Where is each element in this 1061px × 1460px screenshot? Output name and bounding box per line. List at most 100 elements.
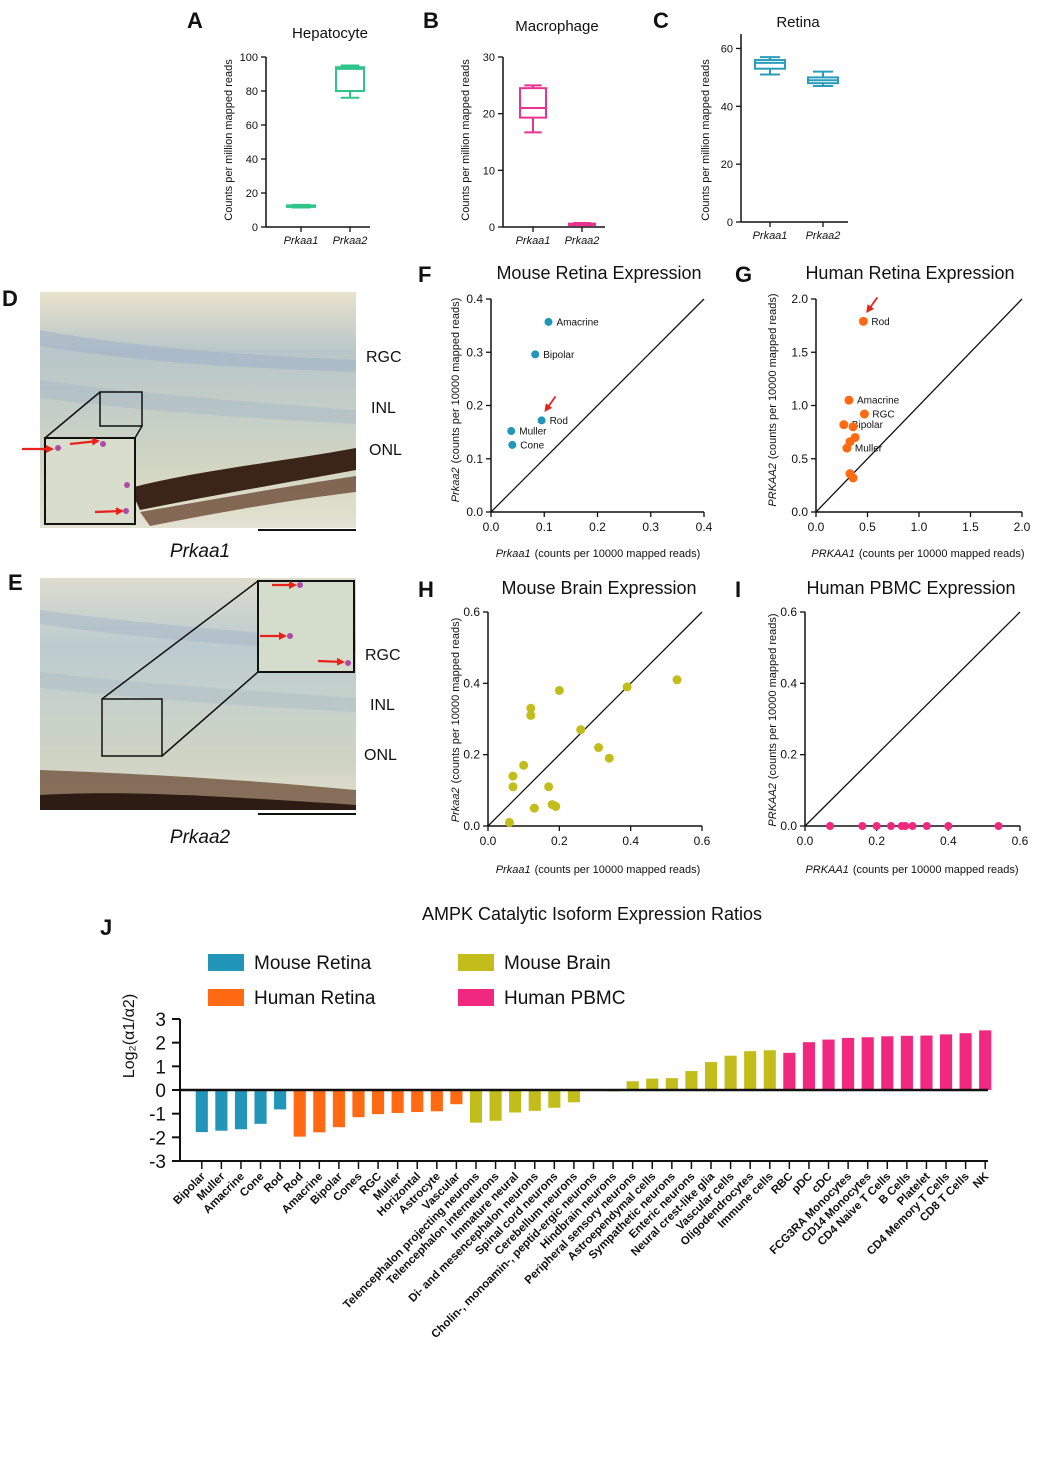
point-label: Bipolar [852, 420, 884, 431]
box-plot-marks-B: 0 10 20 30 Prkaa1 Prkaa2 [483, 52, 605, 247]
layer-band-rgc [40, 330, 356, 372]
data-point [944, 822, 953, 830]
y-tick-label: 0.0 [463, 819, 480, 833]
data-point [508, 771, 518, 781]
y-tick-label: 0.4 [466, 292, 483, 306]
y-tick-label: 0 [727, 217, 733, 229]
y-tick-label: 0.0 [780, 819, 797, 833]
chart-title-j: AMPK Catalytic Isoform Expression Ratios [422, 904, 762, 924]
red-arrow [544, 395, 557, 413]
box-plot-hepatocyte: Hepatocyte Counts per million mapped rea… [223, 25, 368, 221]
y-tick-label: 0.1 [466, 452, 483, 466]
data-point [554, 685, 564, 695]
identity-line [490, 298, 705, 513]
bar [783, 1052, 796, 1090]
scatter-marks-F: 0.00.0 0.1 0.1 0.2 0.2 0.3 0.3 0.4 0.4 Amacrine Bi… [466, 292, 712, 534]
x-tick-label: 0.2 [868, 834, 885, 848]
x-tick-label: Prkaa1 [284, 235, 319, 247]
data-point [508, 782, 518, 792]
x-tick-label: 0.3 [642, 520, 659, 534]
bar [352, 1090, 365, 1118]
y-tick-label: -1 [149, 1105, 166, 1126]
bar [920, 1035, 933, 1090]
scatter-marks-I: 0.00.0 0.2 0.2 0.4 0.4 0.6 0.6 [780, 605, 1028, 848]
bar [842, 1037, 855, 1090]
y-tick-label: 0.2 [466, 399, 483, 413]
red-arrow [94, 507, 124, 516]
x-axis-label-g: PRKAA1 (counts per 10000 mapped reads) [811, 548, 1024, 560]
x-tick-label: 0.2 [589, 520, 606, 534]
chart-title: Macrophage [515, 18, 598, 35]
stain-dot [100, 441, 106, 447]
point-label: RGC [872, 410, 894, 421]
x-tick-label: Rod [262, 1171, 286, 1195]
gene-label: Prkaa2 [170, 827, 231, 848]
y-tick-label: 0 [489, 222, 495, 234]
y-tick-label: 0.6 [463, 605, 480, 619]
red-arrow [866, 296, 879, 313]
inset-zoom [257, 580, 355, 673]
x-tick-label: pDC [790, 1171, 815, 1196]
histology-prkaa2: RGC INL ONL Prkaa2 [40, 578, 401, 848]
data-point [901, 822, 910, 830]
inset-box [101, 698, 163, 757]
data-point [908, 822, 917, 830]
x-tick-label: 0.6 [1012, 834, 1029, 848]
data-point [672, 675, 682, 685]
layer-label-onl: ONL [369, 442, 402, 459]
point-label: Rod [871, 317, 889, 328]
pigment-layer-dark [40, 793, 356, 810]
y-tick-label: 0.2 [463, 748, 480, 762]
gene-label: Prkaa1 [170, 541, 230, 562]
layer-label-rgc: RGC [366, 349, 402, 366]
chart-title-i: Human PBMC Expression [806, 578, 1015, 598]
bar [959, 1033, 972, 1090]
y-unit: (counts per 10000 mapped reads) [450, 298, 462, 464]
x-tick-label: 0.1 [536, 520, 553, 534]
bar [411, 1090, 424, 1113]
bar [332, 1090, 345, 1128]
y-gene: PRKAA2 [767, 783, 779, 826]
bar [274, 1090, 287, 1110]
bar [979, 1030, 992, 1090]
bar [939, 1034, 953, 1090]
y-unit: (counts per 10000 mapped reads) [767, 293, 779, 459]
panel-letter-g: G [735, 262, 752, 287]
x-tick-label: RBC [769, 1171, 795, 1197]
layer-label-onl: ONL [364, 747, 397, 764]
bar [704, 1062, 718, 1090]
y-tick-label: -2 [149, 1128, 166, 1149]
bar [567, 1090, 580, 1103]
y-axis-label: Counts per million mapped reads [223, 59, 235, 221]
bar [724, 1055, 737, 1090]
box-plot-macrophage: Macrophage Counts per million mapped rea… [460, 18, 599, 221]
x-tick-label: Prkaa2 [806, 230, 841, 242]
stain-dot [55, 445, 61, 451]
x-tick-label: 0.4 [940, 834, 957, 848]
point-label: Muller [855, 444, 883, 455]
x-unit: (counts per 10000 mapped reads) [535, 548, 701, 560]
identity-line [815, 298, 1023, 513]
y-tick-label: 80 [246, 86, 258, 98]
box-plot-marks-C: 0 20 40 60 Prkaa1 Prkaa2 [721, 34, 848, 242]
bar-chart-marks-J: -3-2-10123BipolarMullerAmacrineConeRodRo… [149, 953, 992, 1341]
scatter-marks-H: 0.00.0 0.2 0.2 0.4 0.4 0.6 0.6 [463, 605, 710, 848]
scatter-marks-G: 0.00.0 0.5 0.5 1.0 1.0 1.5 1.5 2.0 2.0 Rod Amacrin… [791, 292, 1030, 534]
y-tick-label: 0.0 [791, 505, 808, 519]
bar [391, 1090, 404, 1113]
x-tick-label: NK [971, 1170, 992, 1191]
x-unit: (counts per 10000 mapped reads) [535, 864, 701, 876]
bar [469, 1090, 483, 1123]
data-point [872, 822, 881, 830]
x-gene: PRKAA1 [805, 864, 848, 876]
x-tick-label: 0.6 [694, 834, 711, 848]
bar [254, 1090, 267, 1124]
bar [215, 1090, 228, 1131]
data-point [544, 317, 553, 326]
data-point [529, 803, 539, 813]
data-point [887, 822, 895, 830]
bar [293, 1090, 306, 1137]
x-tick-label: 2.0 [1014, 520, 1031, 534]
